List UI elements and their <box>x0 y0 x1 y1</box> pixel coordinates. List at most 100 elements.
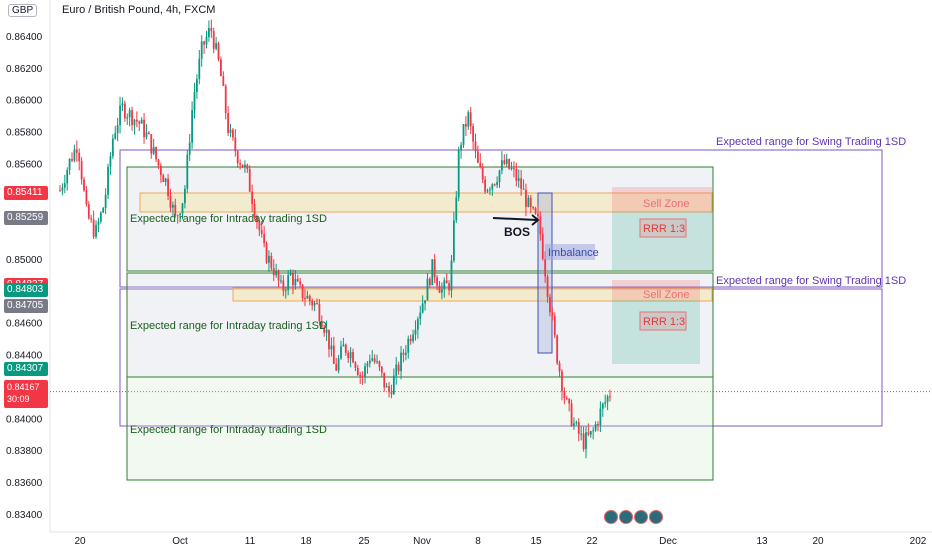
bos-arrow <box>492 217 538 221</box>
candle-body <box>284 290 287 292</box>
candle-body <box>121 103 124 106</box>
candle-body <box>433 259 436 278</box>
candle-body <box>508 159 511 169</box>
candle-body <box>282 280 285 291</box>
candle-body <box>323 327 326 333</box>
candle-body <box>577 422 580 434</box>
candle-body <box>352 352 354 363</box>
y-tick-label: 0.84600 <box>6 319 43 330</box>
event-icon[interactable] <box>619 510 633 524</box>
intraday-range-box[interactable] <box>126 166 714 272</box>
y-tick-label: 0.86000 <box>6 96 43 107</box>
candle-body <box>546 276 549 297</box>
candle-body <box>318 303 321 322</box>
candle-body <box>491 184 494 190</box>
candle-body <box>529 197 532 207</box>
candle-body <box>464 124 467 127</box>
candle-body <box>212 31 215 49</box>
candle-body <box>181 203 184 214</box>
intraday-range-box[interactable] <box>126 376 714 481</box>
y-tick-label: 0.83600 <box>6 478 43 489</box>
candle-body <box>472 126 475 142</box>
candle-body <box>342 344 345 347</box>
candle-body <box>236 151 239 164</box>
price-tag: 0.85259 <box>4 210 48 225</box>
candle-body <box>493 184 496 186</box>
candle-body <box>452 220 455 261</box>
candle-body <box>75 149 78 153</box>
swing-range-box[interactable] <box>119 149 883 288</box>
candle-body <box>479 162 482 168</box>
candle-body <box>147 132 150 135</box>
candle-body <box>426 278 429 301</box>
candle-body <box>87 204 90 219</box>
candle-body <box>167 178 169 197</box>
candle-body <box>263 233 266 244</box>
candle-body <box>68 158 71 170</box>
candle-body <box>532 206 535 209</box>
event-icon[interactable] <box>649 510 663 524</box>
candle-body <box>469 112 472 127</box>
candle-body <box>582 433 585 450</box>
candle-body <box>116 125 119 134</box>
candle-body <box>135 119 138 122</box>
candle-body <box>503 160 506 165</box>
candle-body <box>457 149 460 198</box>
candle-body <box>260 230 263 234</box>
candle-body <box>140 119 143 124</box>
candle-body <box>443 280 446 290</box>
intraday-range-label: Expected range for Intraday trading 1SD <box>130 213 327 225</box>
risk-box <box>612 280 700 300</box>
y-tick-label: 0.85000 <box>6 255 43 266</box>
candle-body <box>498 170 501 183</box>
candle-body <box>123 103 126 119</box>
candle-body <box>373 358 376 363</box>
candle-body <box>275 270 278 276</box>
candle-body <box>537 213 539 217</box>
candle-body <box>361 376 364 378</box>
candle-body <box>594 423 597 431</box>
candle-body <box>599 408 602 426</box>
event-icons[interactable] <box>604 510 663 526</box>
candle-body <box>328 329 330 350</box>
symbol-title[interactable]: Euro / British Pound, 4h, FXCM <box>62 4 216 16</box>
candle-body <box>383 372 386 388</box>
candle-body <box>609 396 611 398</box>
reward-box <box>612 212 712 270</box>
candle-body <box>445 280 448 284</box>
candle-body <box>481 167 484 180</box>
candle-body <box>397 364 400 372</box>
candle-body <box>217 43 220 60</box>
candle-body <box>80 161 83 180</box>
candle-body <box>114 133 117 139</box>
candle-body <box>400 352 402 372</box>
current-price-tag: 0.84167 EURGBP 30:09 <box>4 380 89 408</box>
candle-body <box>311 300 314 306</box>
candle-body <box>306 295 309 299</box>
candle-body <box>462 124 465 145</box>
event-icon[interactable] <box>604 510 618 524</box>
candle-body <box>102 207 105 213</box>
candle-body <box>78 152 81 162</box>
candle-body <box>515 168 518 181</box>
currency-label: GBP <box>8 4 38 17</box>
candle-body <box>119 105 121 126</box>
candle-body <box>193 92 196 111</box>
candle-body <box>573 423 575 426</box>
sell-zone-box[interactable] <box>232 287 713 302</box>
x-tick-label: 20 <box>812 536 824 547</box>
candle-body <box>371 358 374 361</box>
candle-body <box>152 147 155 154</box>
candle-body <box>455 197 458 221</box>
bos-label: BOS <box>504 225 530 239</box>
candle-body <box>378 361 381 367</box>
price-tag: 0.84803 <box>4 283 48 298</box>
x-tick-label: 22 <box>586 536 598 547</box>
candle-body <box>104 194 107 208</box>
rrr-label: RRR 1:3 <box>643 223 685 235</box>
sell-zone-box[interactable] <box>139 192 713 213</box>
event-icon[interactable] <box>634 510 648 524</box>
candle-body <box>489 189 491 191</box>
